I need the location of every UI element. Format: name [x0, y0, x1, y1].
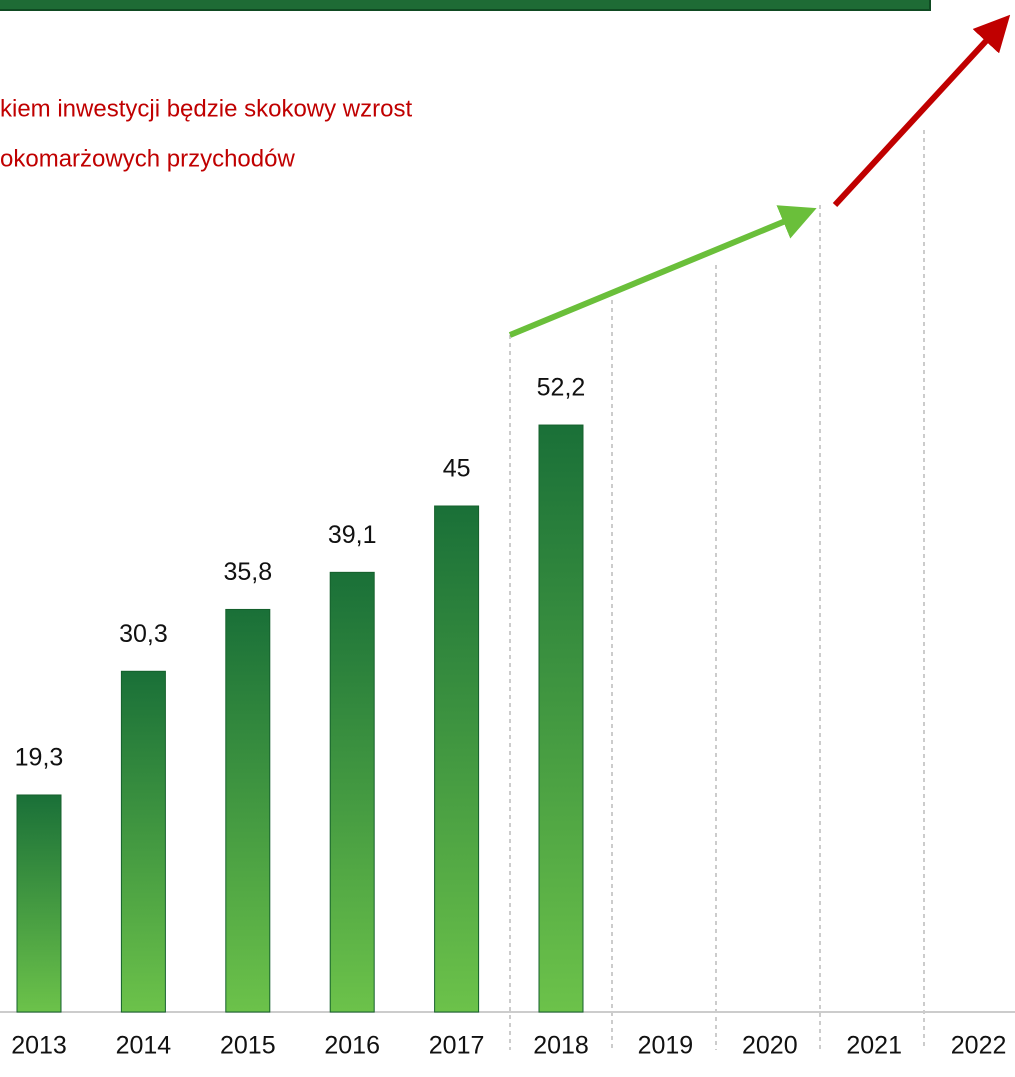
annotation: okomarżowych przychodów [0, 145, 295, 172]
annotation: kiem inwestycji będzie skokowy wzrost [0, 95, 412, 122]
value-label: 30,3 [119, 620, 168, 648]
growth-arrow [508, 205, 817, 338]
jump-arrow [832, 14, 1011, 208]
value-label: 39,1 [328, 521, 377, 549]
dividers [509, 130, 925, 1050]
bar [16, 794, 62, 1013]
value-label: 52,2 [537, 374, 586, 402]
header-band [0, 0, 931, 11]
value-label: 45 [443, 455, 471, 483]
value-label: 35,8 [223, 558, 272, 586]
bar [538, 424, 584, 1013]
x-tick-label: 2018 [533, 1032, 589, 1060]
bar [434, 505, 480, 1013]
x-tick-label: 2021 [846, 1032, 902, 1060]
x-tick-label: 2020 [742, 1032, 798, 1060]
x-tick-label: 2014 [116, 1032, 172, 1060]
x-tick-label: 2013 [11, 1032, 67, 1060]
x-tick-label: 2022 [951, 1032, 1007, 1060]
x-tick-label: 2015 [220, 1032, 276, 1060]
bar [329, 571, 375, 1013]
x-tick-label: 2016 [324, 1032, 380, 1060]
x-tick-label: 2017 [429, 1032, 485, 1060]
bar [225, 608, 271, 1013]
x-tick-label: 2019 [638, 1032, 694, 1060]
bar [120, 670, 166, 1013]
value-label: 19,3 [15, 744, 64, 772]
